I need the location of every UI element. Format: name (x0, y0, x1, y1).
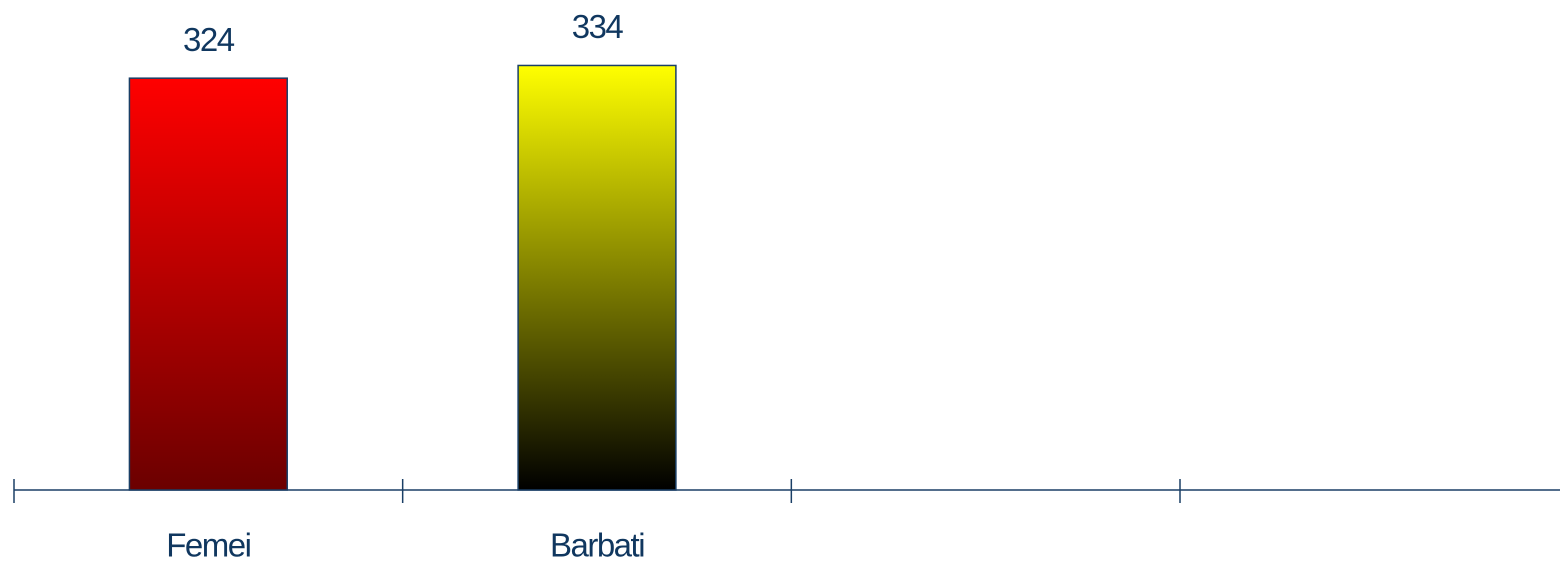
value-label: 334 (572, 8, 624, 45)
x-tick-label: Femei (166, 527, 250, 563)
value-label: 324 (183, 21, 235, 58)
bar (128, 77, 288, 491)
x-tick-label: Barbati (550, 527, 644, 563)
bar (517, 64, 677, 491)
